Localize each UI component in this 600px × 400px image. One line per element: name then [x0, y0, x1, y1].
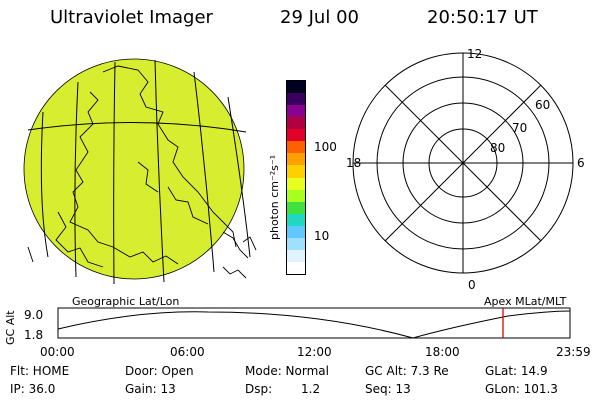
colorbar-band: [287, 237, 305, 250]
geographic-label: Geographic Lat/Lon: [72, 295, 180, 308]
x-tick-1200: 12:00: [297, 345, 332, 359]
colorbar-tick-100: 100: [314, 140, 337, 154]
date-label: 29 Jul 00: [280, 7, 359, 28]
time-label: 20:50:17 UT: [427, 7, 538, 28]
colorbar-band: [287, 165, 305, 178]
colorbar-band: [287, 201, 305, 214]
mlt-label-12: 12: [467, 47, 483, 61]
timeline-frame: [57, 307, 571, 339]
colorbar: [286, 80, 306, 275]
x-tick-1800: 18:00: [425, 345, 460, 359]
mode-status: Mode: Normal: [245, 364, 329, 378]
gain-status: Gain: 13: [125, 382, 176, 396]
apex-label: Apex MLat/MLT: [484, 295, 567, 308]
colorbar-band: [287, 225, 305, 238]
y-axis-label: GC Alt: [4, 310, 17, 345]
colorbar-band: [287, 93, 305, 106]
colorbar-band: [287, 105, 305, 118]
mlt-label-0: 0: [468, 278, 476, 292]
y-tick-1-8: 1.8: [24, 328, 44, 342]
geographic-globe: [23, 58, 257, 285]
dsp-value: 1.2: [301, 382, 321, 396]
mlt-label-6: 6: [577, 156, 585, 170]
altitude-timeline: [57, 307, 571, 339]
colorbar-band: [287, 153, 305, 166]
colorbar-band: [287, 81, 305, 94]
mlat-label-60: 60: [535, 98, 551, 112]
colorbar-band: [287, 261, 305, 274]
islands: [27, 236, 257, 279]
mlat-label-70: 70: [512, 121, 528, 135]
gc-alt-status: GC Alt: 7.3 Re: [365, 364, 449, 378]
colorbar-band: [287, 117, 305, 130]
globe-disc: [23, 58, 245, 280]
colorbar-band: [287, 213, 305, 226]
globe-parallels: [27, 121, 247, 133]
altitude-curve: [57, 310, 571, 339]
y-tick-9: 9.0: [24, 308, 44, 322]
globe-meridians: [40, 59, 251, 285]
x-tick-0000: 00:00: [40, 345, 75, 359]
colorbar-band: [287, 141, 305, 154]
seq-status: Seq: 13: [365, 382, 411, 396]
coastline: [55, 65, 249, 268]
colorbar-band: [287, 249, 305, 262]
instrument-title: Ultraviolet Imager: [50, 7, 213, 28]
polar-diagonal-2: [384, 84, 542, 242]
colorbar-band: [287, 177, 305, 190]
colorbar-band: [287, 129, 305, 142]
dsp-label: Dsp:: [245, 382, 273, 396]
glat-status: GLat: 14.9: [485, 364, 548, 378]
mlt-label-18: 18: [346, 156, 362, 170]
colorbar-tick-10: 10: [314, 229, 330, 243]
glon-status: GLon: 101.3: [485, 382, 558, 396]
mlat-label-80: 80: [490, 141, 506, 155]
colorbar-unit-label: photon cm⁻²s⁻¹: [268, 154, 281, 240]
ip-status: IP: 36.0: [10, 382, 56, 396]
x-tick-2359: 23:59: [556, 345, 591, 359]
flt-status: Flt: HOME: [10, 364, 70, 378]
x-tick-0600: 06:00: [170, 345, 205, 359]
colorbar-band: [287, 189, 305, 202]
polar-grid: [352, 52, 574, 274]
door-status: Door: Open: [125, 364, 194, 378]
